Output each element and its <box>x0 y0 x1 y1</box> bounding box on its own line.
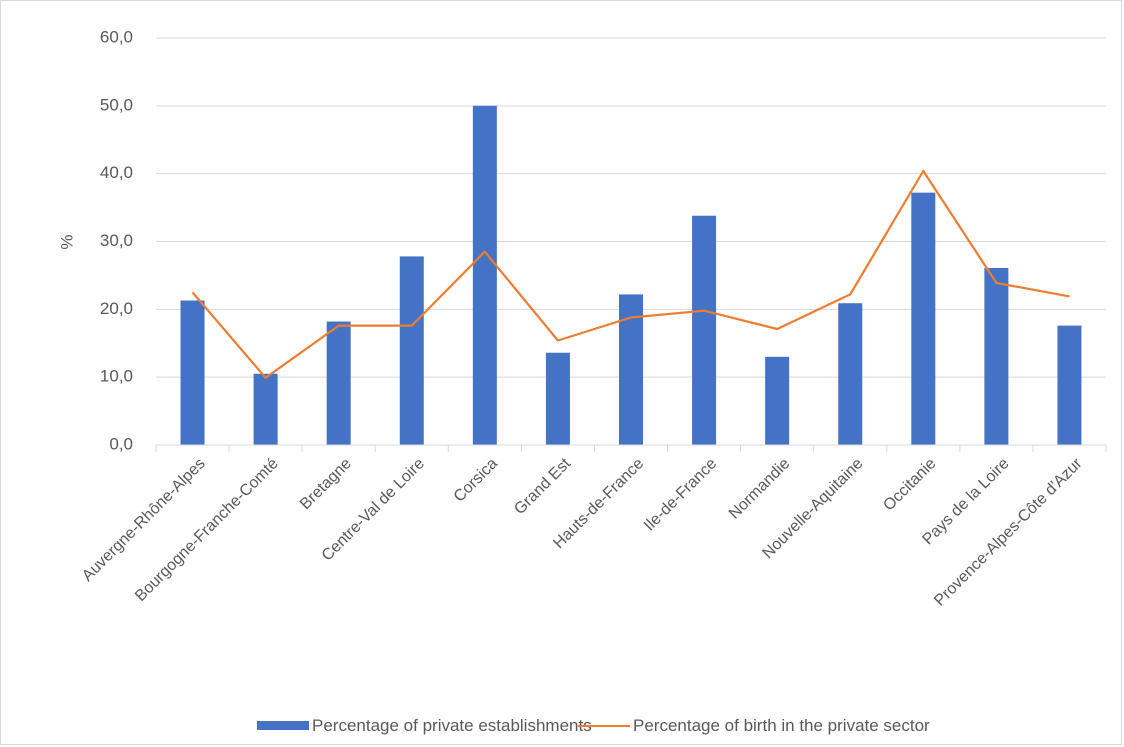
bar <box>692 215 717 445</box>
x-tick-label: Grand Est <box>511 455 574 518</box>
y-tick-label: 60,0 <box>100 27 133 46</box>
y-axis-tick-labels: 0,0 10,0 20,0 30,0 40,0 50,0 60,0 <box>100 27 133 453</box>
x-tick-label: Auvergne-Rhône-Alpes <box>79 455 209 585</box>
bar <box>180 300 205 445</box>
x-axis-tick-labels: Auvergne-Rhône-AlpesBourgogne-Franche-Co… <box>79 455 1086 610</box>
y-tick-label: 40,0 <box>100 163 133 182</box>
bar-series <box>180 105 1082 445</box>
legend: Percentage of private establishments Per… <box>257 716 930 735</box>
bar <box>765 356 790 445</box>
legend-label-bar: Percentage of private establishments <box>312 716 592 735</box>
bar <box>399 256 424 445</box>
bar <box>838 303 863 445</box>
bar <box>1057 325 1082 445</box>
gridlines <box>156 37 1106 378</box>
x-tick-label: Normandie <box>726 455 793 522</box>
line-series <box>191 169 1070 379</box>
bar <box>472 105 497 445</box>
legend-label-line: Percentage of birth in the private secto… <box>633 716 930 735</box>
legend-swatch-bar <box>257 721 309 730</box>
y-tick-label: 50,0 <box>100 95 133 114</box>
x-tick-label: Occitanie <box>880 455 939 514</box>
series-line <box>191 169 1070 379</box>
x-tick-label: Provence-Alpes-Côte d'Azur <box>931 455 1086 610</box>
bar <box>326 321 351 445</box>
y-tick-label: 10,0 <box>100 367 133 386</box>
x-tick-label: Bretagne <box>297 455 355 513</box>
x-tick-label: Bourgogne-Franche-Comté <box>132 455 282 605</box>
bar <box>253 373 278 445</box>
y-tick-label: 20,0 <box>100 299 133 318</box>
bar <box>545 352 570 445</box>
x-axis-ticks <box>155 445 1107 452</box>
x-tick-label: Ile-de-France <box>641 455 720 534</box>
y-tick-label: 30,0 <box>100 231 133 250</box>
bar <box>984 267 1009 445</box>
x-tick-label: Corsica <box>451 455 501 505</box>
y-tick-label: 0,0 <box>109 434 133 453</box>
y-axis-title: % <box>57 234 76 249</box>
bar <box>911 192 936 445</box>
